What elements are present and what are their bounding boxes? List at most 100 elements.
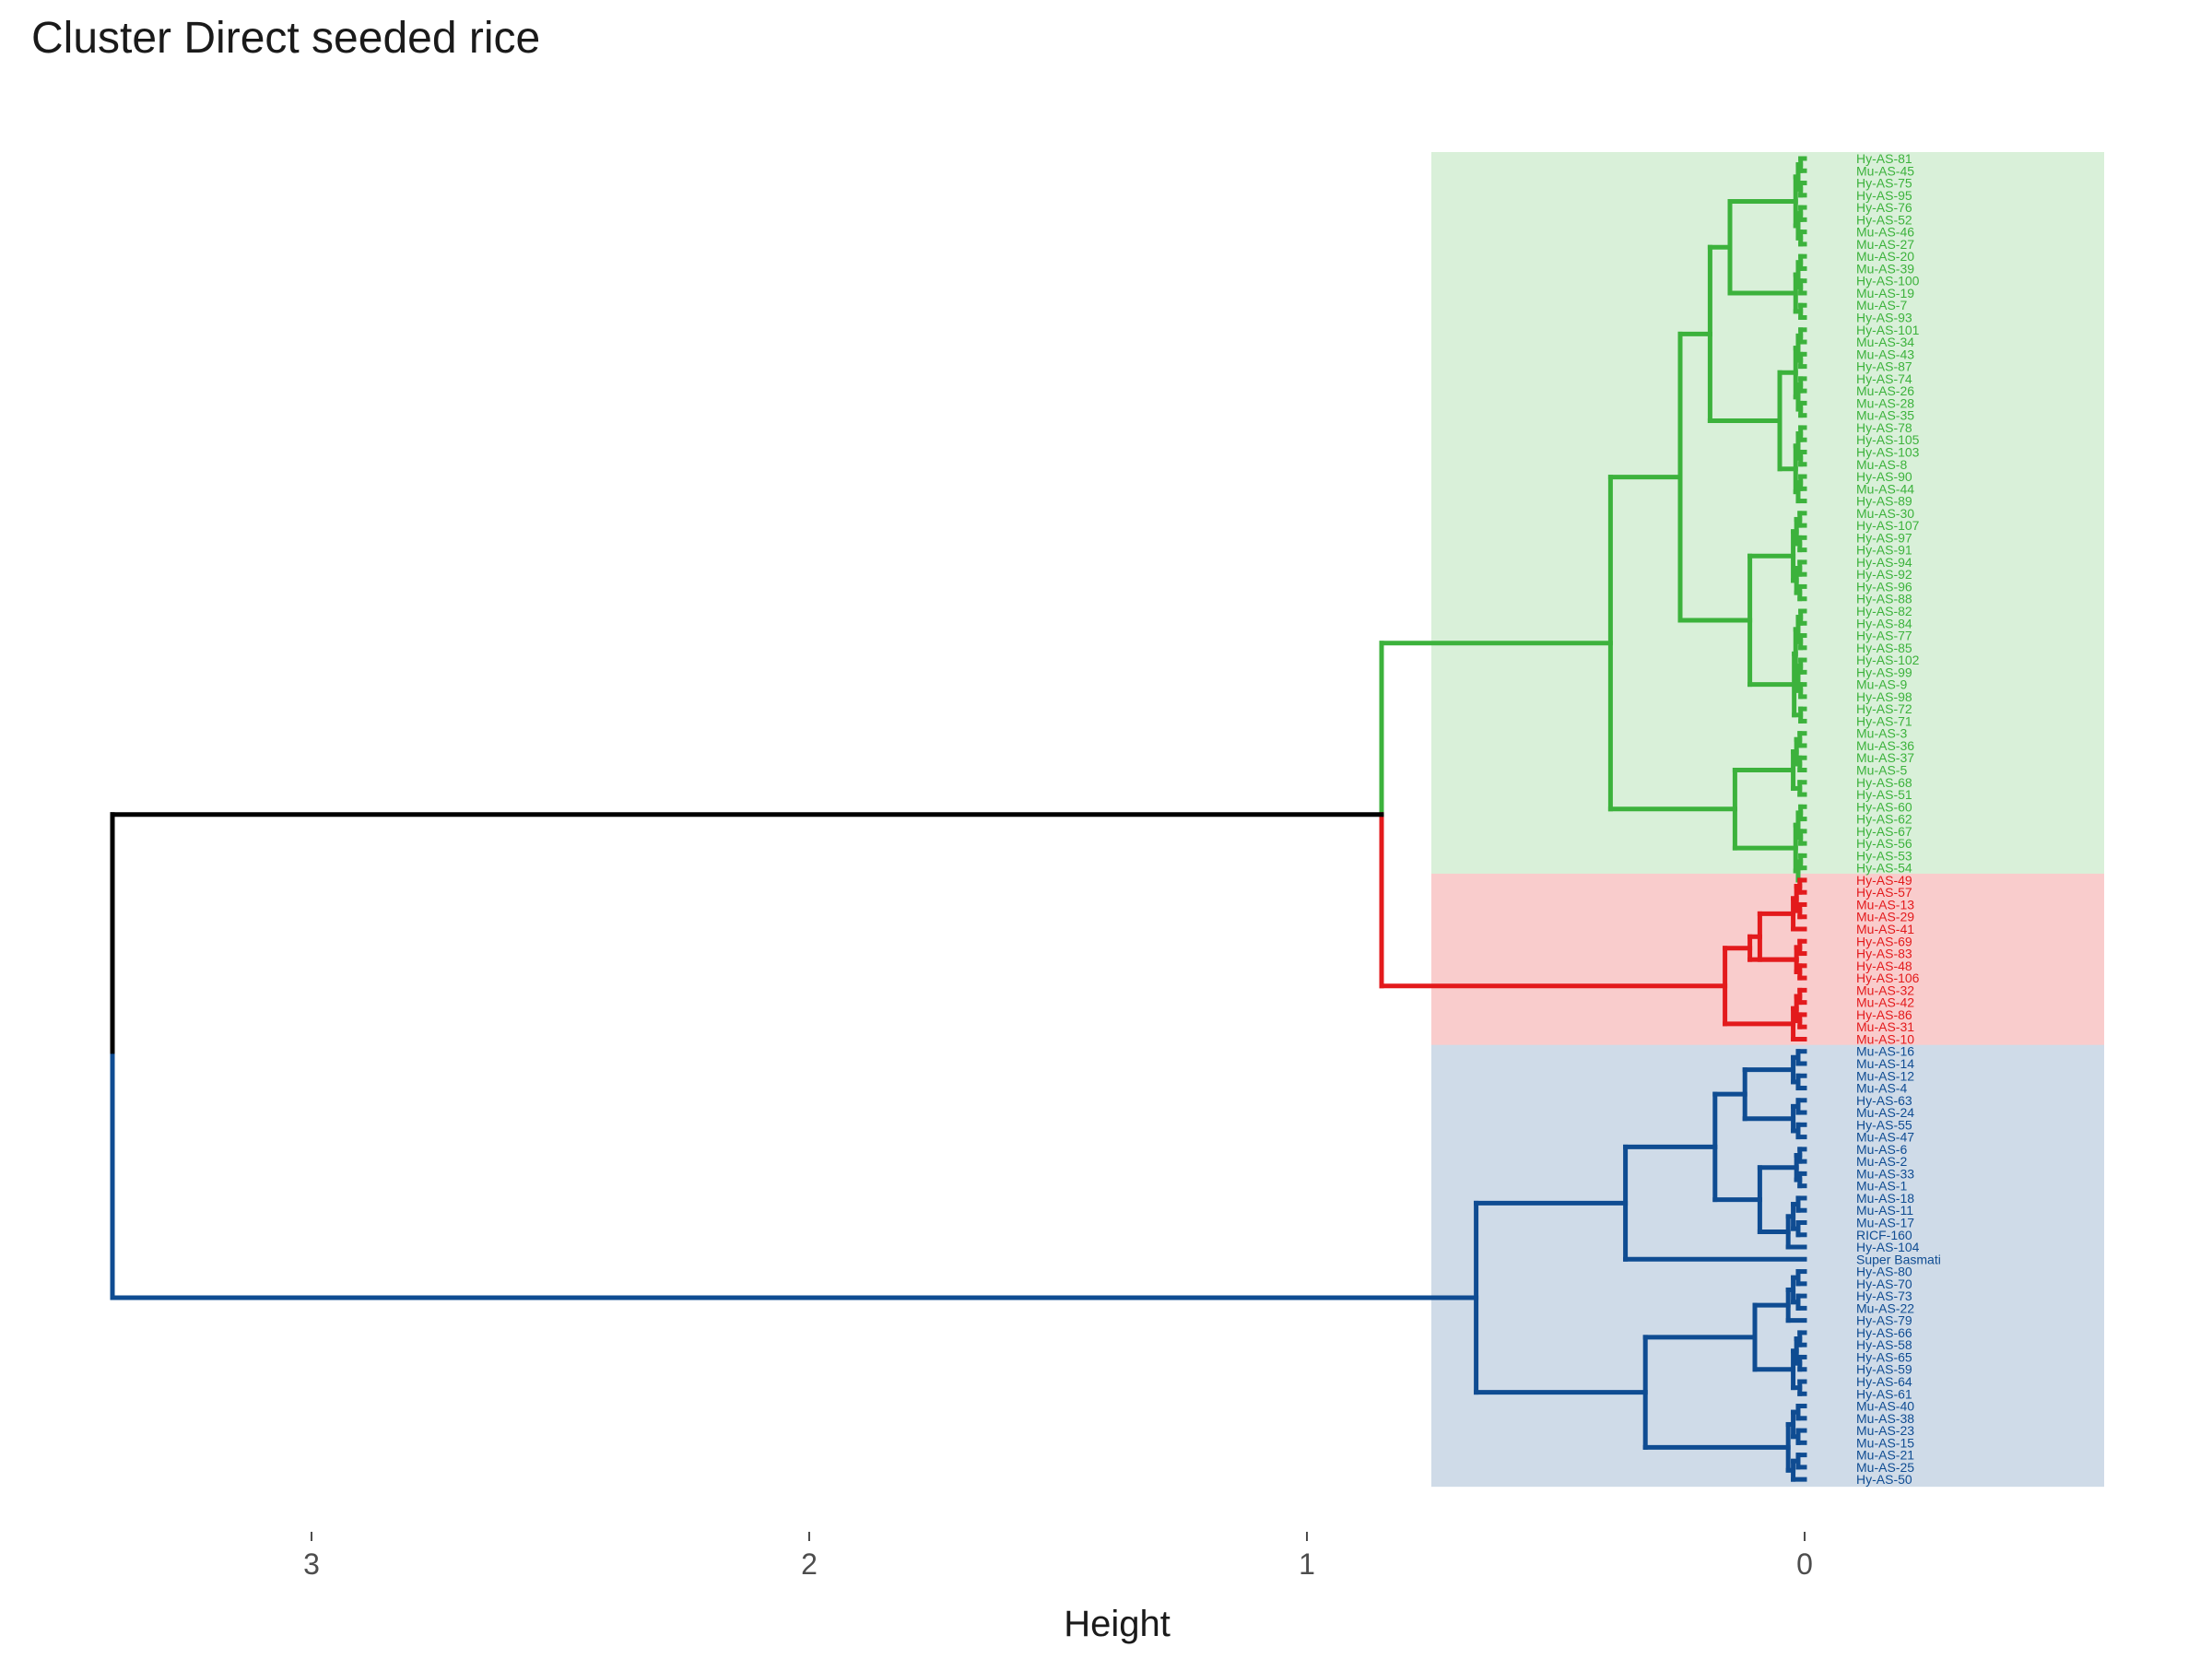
leaf-label: Hy-AS-66 bbox=[1856, 1325, 1912, 1340]
leaf-label: Hy-AS-88 bbox=[1856, 592, 1912, 606]
leaf-label: Hy-AS-64 bbox=[1856, 1374, 1912, 1389]
leaf-label: Mu-AS-41 bbox=[1856, 922, 1914, 936]
dendrogram-branches bbox=[110, 156, 1807, 1482]
leaf-label: Hy-AS-61 bbox=[1856, 1386, 1912, 1401]
cluster-rectangles bbox=[1431, 152, 2104, 1488]
leaf-label: Mu-AS-9 bbox=[1856, 677, 1907, 692]
leaf-label: Hy-AS-62 bbox=[1856, 812, 1912, 827]
leaf-label: Hy-AS-83 bbox=[1856, 947, 1912, 961]
leaf-label: Mu-AS-5 bbox=[1856, 763, 1907, 778]
leaf-label: Mu-AS-22 bbox=[1856, 1300, 1914, 1315]
leaf-label: Hy-AS-67 bbox=[1856, 824, 1912, 839]
leaf-label: Hy-AS-55 bbox=[1856, 1117, 1912, 1132]
leaf-label: Hy-AS-70 bbox=[1856, 1277, 1912, 1291]
cluster-rectangle bbox=[1431, 1044, 2104, 1488]
leaf-label: Mu-AS-34 bbox=[1856, 335, 1914, 349]
leaf-label: Mu-AS-30 bbox=[1856, 506, 1914, 521]
leaf-label: Hy-AS-56 bbox=[1856, 836, 1912, 851]
leaf-label: Mu-AS-24 bbox=[1856, 1105, 1914, 1120]
leaf-label: Hy-AS-52 bbox=[1856, 212, 1912, 227]
leaf-label: Hy-AS-86 bbox=[1856, 1007, 1912, 1022]
leaf-label: Mu-AS-46 bbox=[1856, 225, 1914, 240]
leaf-label: Hy-AS-107 bbox=[1856, 518, 1920, 533]
leaf-label: Hy-AS-78 bbox=[1856, 420, 1912, 435]
leaf-label: Hy-AS-63 bbox=[1856, 1093, 1912, 1108]
leaf-label: Hy-AS-72 bbox=[1856, 701, 1912, 716]
leaf-label: Hy-AS-73 bbox=[1856, 1288, 1912, 1303]
leaf-label: Mu-AS-37 bbox=[1856, 750, 1914, 765]
leaf-label: Mu-AS-44 bbox=[1856, 481, 1914, 496]
leaf-label: Mu-AS-10 bbox=[1856, 1031, 1914, 1046]
leaf-label: Mu-AS-32 bbox=[1856, 982, 1914, 997]
leaf-label: Hy-AS-95 bbox=[1856, 188, 1912, 203]
leaf-label: Hy-AS-79 bbox=[1856, 1313, 1912, 1328]
leaf-label: Hy-AS-68 bbox=[1856, 775, 1912, 790]
leaf-label: Mu-AS-40 bbox=[1856, 1399, 1914, 1414]
x-axis: 3 2 1 0 bbox=[303, 1532, 1813, 1581]
leaf-label: Hy-AS-69 bbox=[1856, 934, 1912, 948]
leaf-label: Mu-AS-17 bbox=[1856, 1215, 1914, 1230]
leaf-label: Hy-AS-90 bbox=[1856, 469, 1912, 484]
leaf-label: Hy-AS-80 bbox=[1856, 1265, 1912, 1279]
leaf-label: Mu-AS-7 bbox=[1856, 298, 1907, 312]
leaf-label: Super Basmati bbox=[1856, 1252, 1941, 1266]
leaf-label: Mu-AS-38 bbox=[1856, 1411, 1914, 1426]
x-tick-label: 2 bbox=[801, 1547, 818, 1581]
leaf-label: Hy-AS-81 bbox=[1856, 151, 1912, 166]
leaf-label: Mu-AS-36 bbox=[1856, 738, 1914, 753]
leaf-label: Mu-AS-45 bbox=[1856, 163, 1914, 178]
leaf-label: Mu-AS-20 bbox=[1856, 249, 1914, 264]
leaf-label: Hy-AS-71 bbox=[1856, 713, 1912, 728]
leaf-label: Hy-AS-53 bbox=[1856, 848, 1912, 863]
leaf-label: Hy-AS-106 bbox=[1856, 971, 1920, 985]
leaf-label: Mu-AS-42 bbox=[1856, 995, 1914, 1010]
leaf-label: Hy-AS-101 bbox=[1856, 323, 1920, 337]
leaf-label: Mu-AS-35 bbox=[1856, 408, 1914, 423]
leaf-label: Hy-AS-91 bbox=[1856, 543, 1912, 558]
leaf-label: Hy-AS-102 bbox=[1856, 653, 1920, 667]
chart-title: Cluster Direct seeded rice bbox=[31, 14, 541, 63]
leaf-label: Hy-AS-84 bbox=[1856, 616, 1912, 630]
leaf-label: Mu-AS-29 bbox=[1856, 910, 1914, 924]
leaf-label: Mu-AS-25 bbox=[1856, 1460, 1914, 1475]
leaf-label: Hy-AS-98 bbox=[1856, 689, 1912, 704]
x-tick-label: 3 bbox=[303, 1547, 320, 1581]
leaf-label: Hy-AS-77 bbox=[1856, 629, 1912, 643]
leaf-label: Mu-AS-47 bbox=[1856, 1130, 1914, 1145]
leaf-label: Hy-AS-97 bbox=[1856, 530, 1912, 545]
leaf-label: Mu-AS-1 bbox=[1856, 1179, 1907, 1194]
leaf-label: Mu-AS-23 bbox=[1856, 1423, 1914, 1438]
leaf-label: Mu-AS-13 bbox=[1856, 897, 1914, 912]
leaf-label: Hy-AS-50 bbox=[1856, 1472, 1912, 1487]
leaf-label: Mu-AS-2 bbox=[1856, 1154, 1907, 1169]
leaf-label: Hy-AS-105 bbox=[1856, 432, 1920, 447]
leaf-label: Mu-AS-8 bbox=[1856, 457, 1907, 472]
leaf-label: Hy-AS-82 bbox=[1856, 604, 1912, 618]
leaf-label: Mu-AS-14 bbox=[1856, 1056, 1914, 1071]
leaf-label: Hy-AS-57 bbox=[1856, 885, 1912, 900]
leaf-label: Mu-AS-4 bbox=[1856, 1081, 1907, 1096]
leaf-label: Mu-AS-39 bbox=[1856, 261, 1914, 276]
leaf-label: Mu-AS-43 bbox=[1856, 347, 1914, 361]
leaf-label: Mu-AS-12 bbox=[1856, 1068, 1914, 1083]
cluster-rectangle bbox=[1431, 152, 2104, 876]
leaf-label: Hy-AS-74 bbox=[1856, 371, 1912, 386]
leaf-label: Hy-AS-92 bbox=[1856, 567, 1912, 582]
leaf-label: Hy-AS-104 bbox=[1856, 1240, 1920, 1254]
leaf-label: Mu-AS-16 bbox=[1856, 1044, 1914, 1059]
x-tick-label: 1 bbox=[1299, 1547, 1315, 1581]
leaf-label: Hy-AS-51 bbox=[1856, 787, 1912, 802]
leaf-label: Mu-AS-6 bbox=[1856, 1142, 1907, 1157]
leaf-label: Mu-AS-3 bbox=[1856, 726, 1907, 741]
leaf-label: Hy-AS-96 bbox=[1856, 579, 1912, 594]
leaf-label: Mu-AS-31 bbox=[1856, 1019, 1914, 1034]
leaf-label: Hy-AS-59 bbox=[1856, 1362, 1912, 1377]
leaf-label: Hy-AS-87 bbox=[1856, 359, 1912, 374]
x-tick-label: 0 bbox=[1796, 1547, 1813, 1581]
leaf-label: Hy-AS-94 bbox=[1856, 555, 1912, 570]
leaf-label: Hy-AS-60 bbox=[1856, 799, 1912, 814]
leaf-label: Mu-AS-18 bbox=[1856, 1191, 1914, 1206]
x-axis-label: Height bbox=[1064, 1604, 1171, 1644]
leaf-label: Hy-AS-93 bbox=[1856, 311, 1912, 325]
